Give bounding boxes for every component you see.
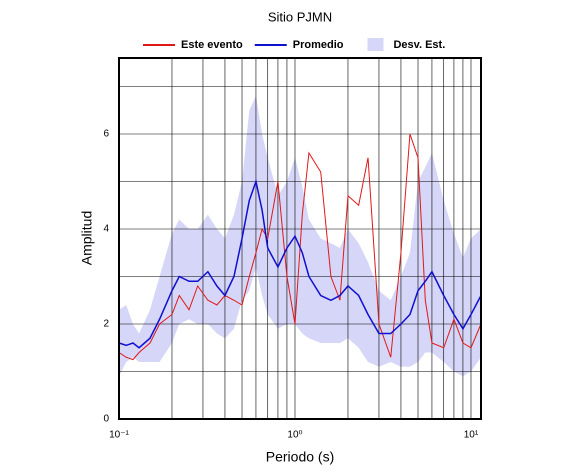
plot-frame	[118, 57, 482, 420]
x-tick-label: 10¹	[464, 430, 479, 441]
x-axis-label: Periodo (s)	[266, 449, 334, 465]
y-axis-label: Amplitud	[79, 211, 95, 265]
legend-label: Desv. Est.	[393, 39, 445, 51]
y-tick-label: 6	[103, 129, 109, 140]
legend-label: Promedio	[293, 39, 344, 51]
x-tick-label: 10⁻¹	[109, 430, 129, 441]
legend-swatch	[367, 38, 384, 51]
legend-label: Este evento	[181, 39, 243, 51]
y-tick-label: 2	[103, 319, 109, 330]
chart-title: Sitio PJMN	[268, 9, 332, 24]
series-line	[118, 133, 482, 361]
y-tick-label: 4	[103, 224, 109, 235]
x-tick-label: 10⁰	[287, 430, 302, 441]
y-tick-label: 0	[103, 414, 109, 425]
series-line	[118, 178, 482, 349]
std-band	[119, 96, 481, 377]
